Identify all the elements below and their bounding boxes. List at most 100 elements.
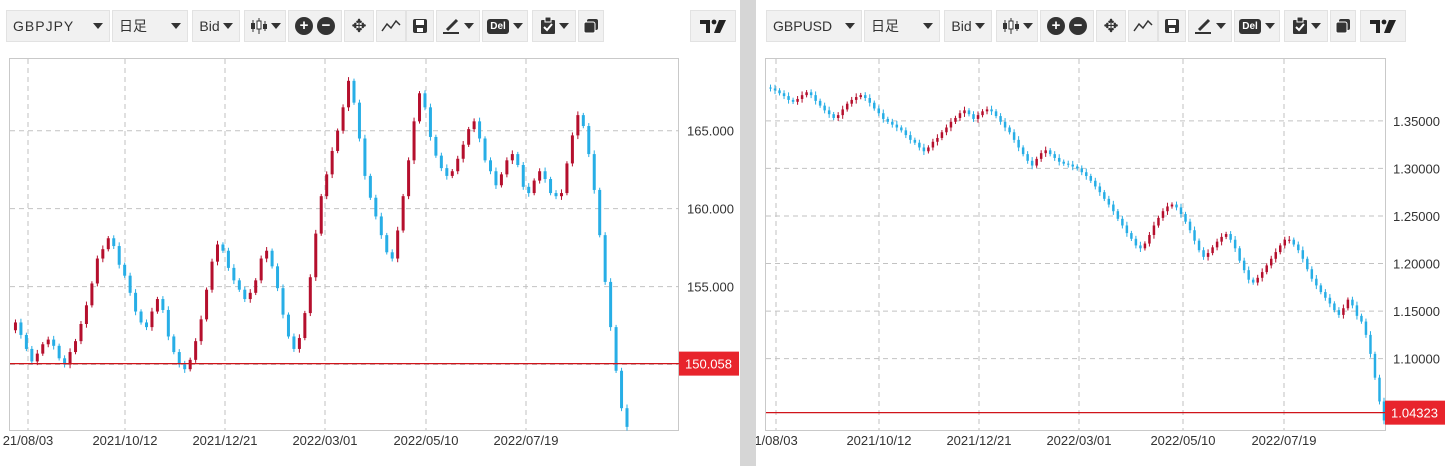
candle-body [791, 99, 795, 102]
candle-body [510, 154, 514, 161]
order-button[interactable] [532, 10, 576, 42]
candle-body [949, 121, 953, 128]
candle-body [24, 334, 28, 349]
candle-body [913, 139, 917, 143]
candle-body [922, 147, 926, 152]
zoom-out-icon[interactable]: − [1069, 17, 1087, 35]
candle-body [1260, 272, 1264, 278]
candle-body [374, 197, 378, 217]
candle-body [297, 338, 301, 349]
candle-body [450, 171, 454, 176]
candle-body [1310, 269, 1314, 279]
save-button[interactable] [1158, 10, 1186, 42]
candle-body [1089, 176, 1093, 181]
price-type-label: Bid [199, 18, 220, 34]
indicator-button[interactable] [376, 10, 406, 42]
candle-body [976, 115, 980, 119]
period-select[interactable]: 日足 [112, 10, 188, 42]
draw-tool-button[interactable] [1188, 10, 1232, 42]
candle-body [19, 322, 23, 335]
crosshair-button[interactable]: ✥ [344, 10, 374, 42]
chart-area-left[interactable] [9, 58, 679, 431]
candle-body [516, 154, 520, 165]
candle-body [1242, 260, 1246, 271]
candle-body [1333, 303, 1336, 311]
candle-body [592, 154, 596, 190]
candle-body [1297, 244, 1300, 251]
candle-body [559, 193, 563, 197]
chevron-down-icon [558, 23, 569, 29]
order-button[interactable] [1284, 10, 1328, 42]
candle-body [963, 110, 966, 114]
current-price-badge [679, 351, 739, 376]
chart-type-button[interactable] [996, 10, 1038, 42]
tradingview-logo[interactable] [690, 10, 736, 42]
x-tick-label: 2021/10/12 [92, 433, 157, 448]
candle-body [1306, 258, 1309, 270]
candle-body [900, 127, 903, 131]
period-select[interactable]: 日足 [864, 10, 940, 42]
candle-body [873, 102, 876, 109]
candle-body [1360, 315, 1363, 322]
copy-button[interactable] [1330, 10, 1356, 42]
price-type-label: Bid [951, 18, 972, 34]
y-tick-label: 155.000 [687, 280, 734, 295]
candle-body [625, 408, 629, 427]
symbol-select[interactable]: GBPUSD [766, 10, 862, 42]
candle-body [434, 136, 438, 156]
copy-icon [1335, 19, 1350, 34]
candle-body [341, 107, 345, 131]
candle-body [868, 98, 871, 103]
y-tick-label: 1.10000 [1393, 352, 1440, 367]
zoom-in-icon[interactable]: + [1047, 17, 1065, 35]
candle-body [614, 327, 618, 371]
candle-body [1175, 204, 1178, 208]
candle-body [188, 359, 192, 370]
candle-body [603, 235, 607, 282]
candle-body [467, 129, 471, 145]
candle-body [1003, 121, 1007, 128]
x-tick-label: 2021/12/21 [192, 433, 257, 448]
candle-body [787, 96, 790, 100]
zoom-in-icon[interactable]: + [295, 17, 313, 35]
candle-body [854, 97, 858, 100]
candle-body [1139, 245, 1142, 249]
x-tick-label: 2021/12/21 [946, 433, 1011, 448]
candle-body [1197, 240, 1201, 251]
candle-body [1220, 236, 1223, 242]
price-type-select[interactable]: Bid [192, 10, 240, 42]
symbol-select[interactable]: GBPJPY [6, 10, 110, 42]
draw-tool-button[interactable] [436, 10, 480, 42]
candle-body [1279, 245, 1282, 253]
candle-body [1134, 238, 1138, 246]
chart-area-right[interactable] [765, 58, 1386, 431]
candle-body [1053, 154, 1056, 158]
x-tick-label: 2022/05/10 [393, 433, 458, 448]
candle-body [1130, 233, 1133, 239]
chart-type-button[interactable] [244, 10, 286, 42]
candle-body [1229, 234, 1232, 240]
delete-button[interactable]: Del [1234, 10, 1280, 42]
y-tick-label: 1.30000 [1393, 161, 1440, 176]
price-type-select[interactable]: Bid [944, 10, 992, 42]
y-tick-label: 1.25000 [1393, 209, 1440, 224]
crosshair-button[interactable]: ✥ [1096, 10, 1126, 42]
save-icon [1165, 19, 1179, 33]
indicator-button[interactable] [1128, 10, 1158, 42]
move-arrows-icon: ✥ [1103, 15, 1119, 36]
candle-body [1166, 206, 1169, 212]
tradingview-logo[interactable] [1360, 10, 1406, 42]
candle-body [428, 107, 432, 137]
candle-body [1057, 157, 1061, 162]
tradingview-icon [700, 19, 726, 33]
delete-button[interactable]: Del [482, 10, 528, 42]
candle-body [814, 95, 817, 101]
candle-body [1170, 204, 1174, 207]
candle-body [859, 95, 862, 98]
candle-body [972, 114, 975, 119]
candle-body [1211, 247, 1214, 254]
save-button[interactable] [406, 10, 434, 42]
chevron-down-icon [1022, 23, 1033, 29]
copy-button[interactable] [578, 10, 604, 42]
zoom-out-icon[interactable]: − [317, 17, 335, 35]
